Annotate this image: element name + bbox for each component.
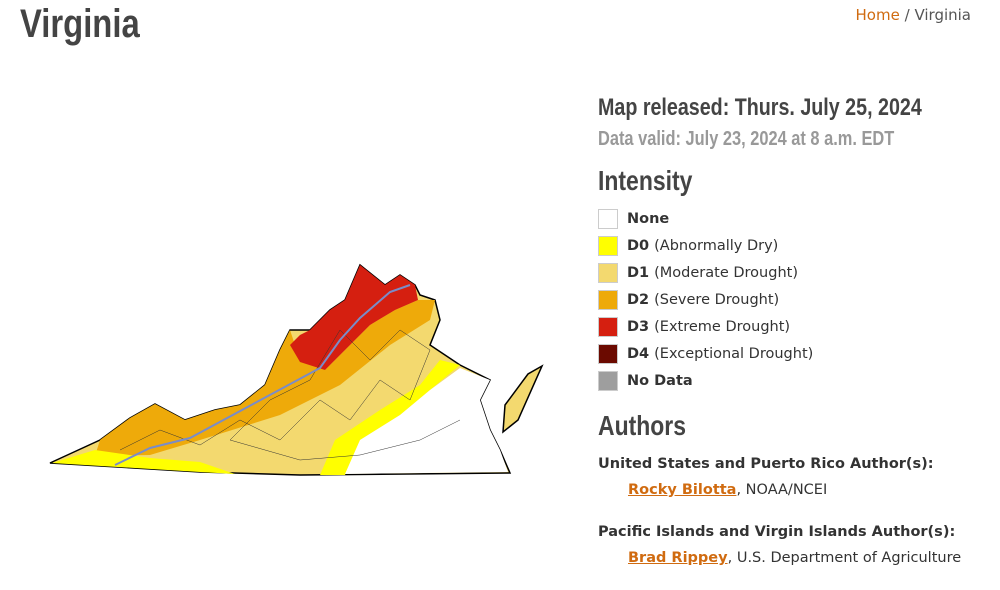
legend-code: D2 (627, 291, 650, 308)
legend-swatch (598, 262, 618, 283)
author-heading: United States and Puerto Rico Author(s): (598, 456, 934, 472)
eastern-shore (502, 364, 544, 434)
region-d0-sw (52, 450, 235, 474)
home-link[interactable]: Home (855, 6, 900, 24)
legend-swatch (598, 316, 618, 337)
valid-date: Data valid: July 23, 2024 at 8 a.m. EDT (598, 128, 895, 150)
authors: United States and Puerto Rico Author(s):… (598, 456, 998, 566)
legend-item: D4 (Exceptional Drought) (598, 340, 998, 367)
legend-desc: (Extreme Drought) (654, 318, 791, 335)
legend-code: No Data (627, 372, 693, 389)
legend-code: D1 (627, 264, 650, 281)
author-line: Rocky Bilotta, NOAA/NCEI (598, 482, 998, 498)
legend-swatch (598, 289, 618, 310)
release-date: Map released: Thurs. July 25, 2024 (598, 94, 922, 121)
author-link[interactable]: Rocky Bilotta (628, 482, 737, 498)
legend-swatch (598, 370, 618, 391)
legend-item: None (598, 205, 998, 232)
legend-swatch (598, 208, 618, 229)
sidebar: Map released: Thurs. July 25, 2024 Data … (598, 94, 998, 566)
legend-swatch (598, 343, 618, 364)
region-d2 (95, 300, 435, 456)
drought-map (49, 263, 544, 476)
page-title: Virginia (20, 2, 140, 46)
legend-code: None (627, 210, 670, 227)
authors-title: Authors (598, 410, 687, 441)
legend-item: D2 (Severe Drought) (598, 286, 998, 313)
author-link[interactable]: Brad Rippey (628, 550, 728, 566)
legend-desc: (Exceptional Drought) (654, 345, 814, 362)
legend-desc: (Moderate Drought) (654, 264, 798, 281)
legend-item: D1 (Moderate Drought) (598, 259, 998, 286)
legend-item: No Data (598, 367, 998, 394)
legend: None D0 (Abnormally Dry) D1 (Moderate Drough… (598, 205, 998, 394)
legend-item: D3 (Extreme Drought) (598, 313, 998, 340)
region-d3 (290, 265, 418, 370)
region-d0 (320, 360, 460, 475)
current-page: Virginia (914, 6, 971, 24)
legend-code: D0 (627, 237, 650, 254)
separator: / (904, 6, 910, 24)
author-line: Brad Rippey, U.S. Department of Agricult… (598, 550, 998, 566)
river (114, 284, 411, 466)
legend-code: D3 (627, 318, 650, 335)
author-affiliation: , U.S. Department of Agriculture (727, 550, 962, 566)
legend-item: D0 (Abnormally Dry) (598, 232, 998, 259)
legend-desc: (Severe Drought) (654, 291, 780, 308)
author-heading: Pacific Islands and Virgin Islands Autho… (598, 524, 956, 540)
legend-swatch (598, 235, 618, 256)
legend-title: Intensity (598, 165, 693, 196)
legend-code: D4 (627, 345, 650, 362)
county-lines (119, 329, 461, 461)
legend-desc: (Abnormally Dry) (654, 237, 779, 254)
breadcrumb: Home / Virginia (856, 6, 971, 24)
author-affiliation: , NOAA/NCEI (736, 482, 828, 498)
region-none (345, 368, 508, 474)
